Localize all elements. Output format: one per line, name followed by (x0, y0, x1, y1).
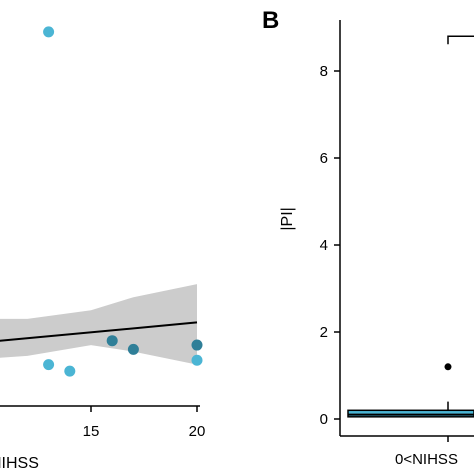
box-plot (347, 363, 474, 418)
outlier-point (444, 363, 452, 371)
category-label: 0<NIHSS (395, 451, 458, 468)
panel-label: B (262, 7, 279, 34)
y-tick-label: 6 (320, 150, 328, 167)
data-point (106, 335, 118, 347)
significance-bracket (447, 35, 474, 45)
x-tick-label: 20 (189, 423, 206, 440)
data-point (64, 365, 76, 377)
confidence-band (0, 284, 197, 365)
y-axis-label: |PI| (279, 207, 296, 230)
data-point (191, 354, 203, 366)
box-body (347, 409, 474, 418)
y-tick-label: 0 (320, 411, 328, 428)
data-point (191, 339, 203, 351)
x-tick-label: 15 (83, 423, 100, 440)
data-point (43, 359, 55, 371)
data-point (43, 26, 55, 38)
y-tick-label: 2 (320, 324, 328, 341)
scatter-points (43, 26, 203, 377)
box-panel: B 0 2 4 6 8 |PI| 0<NIHSS (262, 7, 474, 468)
data-point (127, 343, 139, 355)
y-tick-label: 8 (320, 63, 328, 80)
y-tick-label: 4 (320, 237, 328, 254)
x-axis-label: NIHSS (0, 455, 39, 472)
x-axis-ticks: 15 20 (83, 406, 206, 440)
y-axis-ticks: 0 2 4 6 8 (320, 63, 340, 428)
regression-line (0, 321, 198, 342)
